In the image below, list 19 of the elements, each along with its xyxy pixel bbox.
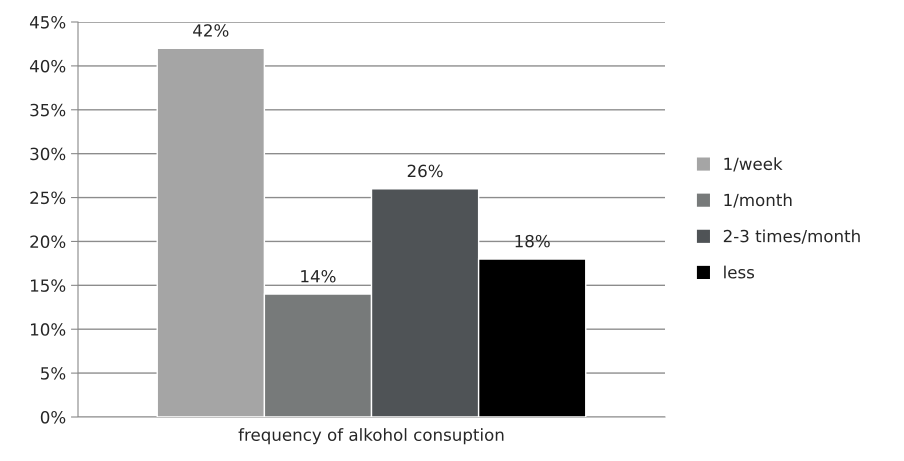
y-tick-label: 45% bbox=[30, 16, 66, 29]
legend-label: 2-3 times/month bbox=[724, 230, 860, 244]
legend-label: 1/month bbox=[724, 193, 792, 208]
x-tick-label: frequency of alkohol consuption bbox=[238, 428, 504, 444]
y-tick-label: 35% bbox=[30, 104, 66, 116]
data-label: 26% bbox=[408, 164, 443, 178]
y-tick-label: 0% bbox=[40, 410, 66, 424]
data-label: 14% bbox=[301, 270, 336, 283]
y-tick-label: 20% bbox=[30, 235, 66, 248]
data-label: 18% bbox=[516, 234, 550, 248]
legend-label: less bbox=[724, 266, 754, 279]
legend-label: 1/week bbox=[724, 157, 783, 172]
y-tick-label: 15% bbox=[30, 279, 66, 292]
y-tick-label: 25% bbox=[30, 192, 66, 204]
y-tick-label: 30% bbox=[30, 148, 66, 160]
y-tick-label: 5% bbox=[41, 367, 66, 380]
data-label: 42% bbox=[193, 24, 228, 37]
y-tick-label: 40% bbox=[30, 60, 66, 72]
y-tick-label: 10% bbox=[30, 323, 66, 336]
